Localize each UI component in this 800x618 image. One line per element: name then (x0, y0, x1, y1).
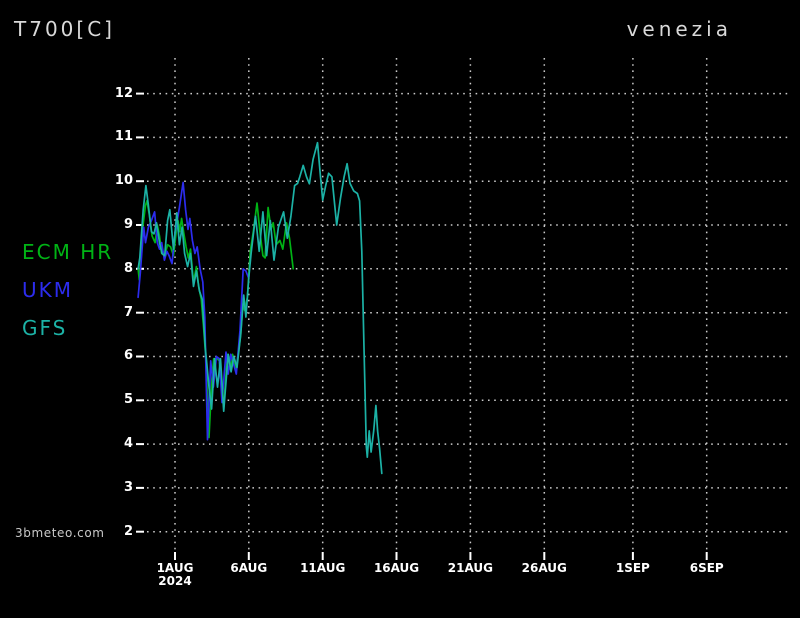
legend-item-ukm: UKM (22, 278, 74, 302)
location-label: venezia (626, 17, 732, 41)
series-ecm-hr-line (137, 200, 295, 439)
model-legend: ECM HR UKM GFS (22, 240, 113, 354)
chart-title: T700[C] (14, 17, 115, 41)
series-ukm-line (137, 181, 250, 441)
legend-item-gfs: GFS (22, 316, 68, 340)
legend-item-ecm-hr: ECM HR (22, 240, 114, 264)
series-gfs-line (137, 141, 383, 475)
watermark-3bmeteo: 3bmeteo.com (15, 526, 105, 540)
